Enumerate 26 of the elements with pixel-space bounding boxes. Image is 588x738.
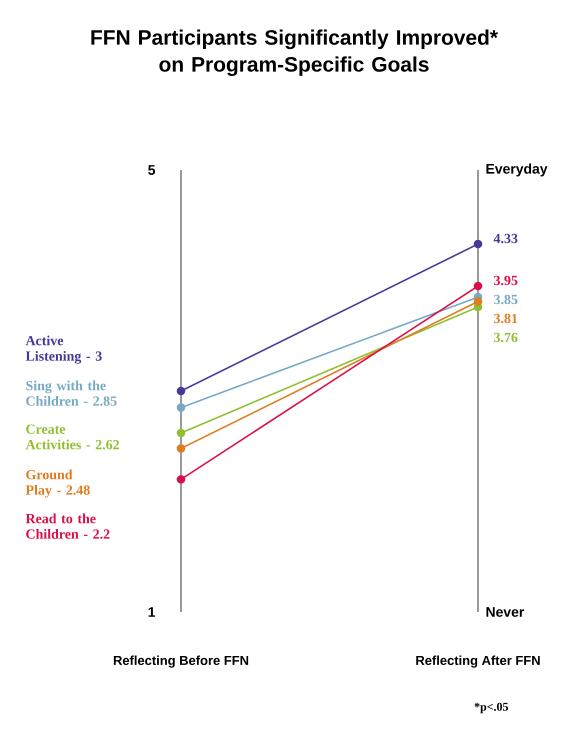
text: Ground Play - 2.48 xyxy=(26,470,90,498)
data-label: 3.95 xyxy=(494,276,518,286)
text: *p<.05 xyxy=(474,702,508,714)
y-tick-label: 5 xyxy=(148,165,156,175)
point xyxy=(474,282,482,290)
point xyxy=(474,240,482,248)
text: Read to the Children - 2.2 xyxy=(26,514,110,539)
point xyxy=(176,386,186,396)
text: Sing with the Children - 2.85 xyxy=(26,380,117,406)
point xyxy=(176,475,186,484)
text: Create Activities - 2.62 xyxy=(26,424,120,450)
y-tick-label: 1 xyxy=(148,607,156,617)
chart-title: FFN Participants Significantly Improved* on Program-Specific Goals xyxy=(91,30,498,76)
text: Active Listening - 3 xyxy=(26,336,102,364)
annotation: Never xyxy=(486,607,524,617)
data-label: 3.76 xyxy=(494,332,518,342)
annotation: Everyday xyxy=(486,163,548,176)
data-label: 3.85 xyxy=(494,294,518,304)
point xyxy=(176,444,186,453)
data-label: 4.33 xyxy=(494,234,518,244)
point xyxy=(474,297,482,306)
data-label: 3.81 xyxy=(494,314,518,324)
point xyxy=(176,428,186,438)
x-tick-label: Reflecting Before FFN xyxy=(114,656,248,668)
point xyxy=(176,403,186,412)
x-tick-label: Reflecting After FFN xyxy=(416,656,540,668)
